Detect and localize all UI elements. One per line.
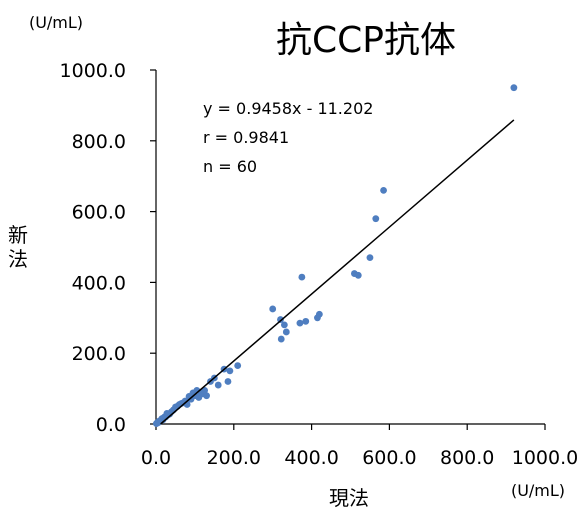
y-tick-label: 600.0 xyxy=(72,202,126,224)
data-point xyxy=(269,305,277,313)
y-axis-label-char-2: 法 xyxy=(8,247,28,271)
stats-box: y = 0.9458x - 11.202 r = 0.9841 n = 60 xyxy=(203,99,373,176)
data-point xyxy=(226,367,234,375)
y-axis-label-char-1: 新 xyxy=(8,223,28,247)
x-tick-label: 800.0 xyxy=(440,447,494,469)
data-point xyxy=(277,335,285,343)
data-point xyxy=(510,84,518,92)
x-axis-unit: (U/mL) xyxy=(511,481,565,500)
data-point xyxy=(372,215,380,223)
x-ticks: 0.0 200.0 400.0 600.0 800.0 1000.0 xyxy=(141,424,578,469)
data-point xyxy=(280,321,288,329)
data-point xyxy=(201,386,209,394)
data-point xyxy=(380,186,387,194)
data-point xyxy=(277,316,284,323)
data-point xyxy=(282,328,290,336)
data-point xyxy=(302,317,310,325)
data-point xyxy=(354,271,362,279)
data-point xyxy=(214,381,222,389)
data-point xyxy=(203,392,210,400)
regression-line xyxy=(160,119,515,425)
y-tick-label: 400.0 xyxy=(72,272,126,294)
y-tick-label: 800.0 xyxy=(72,131,126,153)
y-tick-label: 1000.0 xyxy=(60,60,126,82)
y-tick-label: 0.0 xyxy=(96,414,126,436)
x-tick-label: 0.0 xyxy=(141,447,171,469)
x-tick-label: 400.0 xyxy=(284,447,338,469)
stat-n: n = 60 xyxy=(203,157,257,176)
data-point xyxy=(224,378,232,385)
x-axis-label: 現法 xyxy=(329,486,369,510)
data-point xyxy=(296,319,304,327)
y-axis-label: 新 法 xyxy=(8,223,28,271)
stat-equation: y = 0.9458x - 11.202 xyxy=(203,99,373,118)
y-ticks: 0.0 200.0 400.0 600.0 800.0 1000.0 xyxy=(60,60,156,436)
x-tick-label: 600.0 xyxy=(362,447,416,469)
stat-r: r = 0.9841 xyxy=(203,128,289,147)
data-point xyxy=(234,362,242,369)
data-point xyxy=(366,254,374,262)
x-tick-label: 1000.0 xyxy=(512,447,578,469)
data-point xyxy=(315,310,323,318)
y-tick-label: 200.0 xyxy=(72,343,126,365)
chart-title: 抗CCP抗体 xyxy=(276,20,456,61)
x-tick-label: 200.0 xyxy=(207,447,261,469)
y-axis-unit: (U/mL) xyxy=(29,13,83,32)
data-point xyxy=(298,273,306,281)
